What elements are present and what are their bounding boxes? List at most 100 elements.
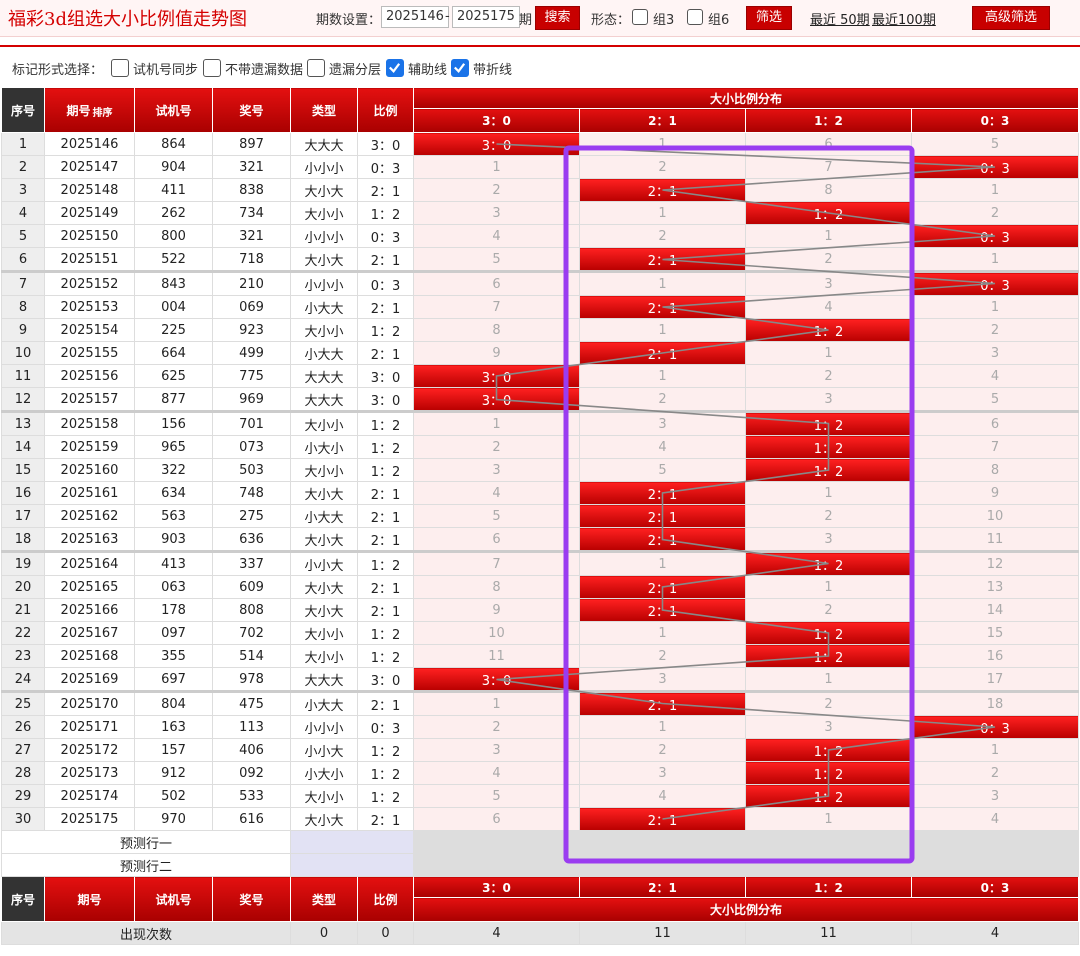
cell: 969	[212, 387, 291, 413]
miss-cell: 5	[910, 387, 1080, 413]
column-header: 期号 排序	[44, 87, 135, 133]
hit-cell: 2：1	[579, 691, 746, 716]
checkbox[interactable]	[111, 59, 129, 77]
cell: 大小小	[290, 784, 358, 808]
cell: 503	[212, 458, 291, 482]
cell: 413	[134, 551, 213, 576]
miss-cell: 11	[413, 644, 580, 668]
cell: 2025146	[44, 132, 135, 156]
miss-cell: 3	[745, 527, 912, 553]
data-row: 9 2025154 225 923 大小小 1：2 8 1 1：2 2	[1, 318, 1080, 342]
cell: 701	[212, 411, 291, 436]
checkbox[interactable]	[386, 59, 404, 77]
cell: 13	[1, 411, 45, 436]
cell: 664	[134, 341, 213, 365]
option-label: 不带遗漏数据	[225, 63, 304, 78]
sort-toggle[interactable]: 排序	[92, 107, 113, 119]
cell: 2025151	[44, 247, 135, 273]
cell: 843	[134, 271, 213, 296]
column-header: 比例	[357, 87, 414, 133]
advanced-button[interactable]: 高级筛选	[972, 6, 1050, 30]
hit-cell: 2：1	[579, 504, 746, 528]
cell: 522	[134, 247, 213, 273]
cell: 小小小	[290, 271, 358, 296]
miss-cell: 7	[910, 435, 1080, 459]
end-input[interactable]: 2025175	[452, 6, 520, 28]
cell: 大小小	[290, 411, 358, 436]
recent-link[interactable]: 最近 50期	[810, 13, 870, 28]
hit-cell: 2：1	[579, 295, 746, 319]
cell: 877	[134, 387, 213, 413]
cell: 897	[212, 132, 291, 156]
miss-cell: 1	[745, 667, 912, 693]
cell: 502	[134, 784, 213, 808]
count-label: 出现次数	[1, 921, 291, 945]
count-cell: 11	[579, 921, 746, 945]
miss-cell: 4	[413, 761, 580, 785]
cell: 1：2	[357, 644, 414, 668]
cell: 大小小	[290, 644, 358, 668]
hit-cell: 0：3	[910, 155, 1080, 179]
cell: 163	[134, 715, 213, 739]
group-header: 大小比例分布	[412, 897, 1080, 922]
ratio-header: 3：0	[413, 876, 580, 898]
marking-label: 标记形式选择：	[12, 63, 104, 78]
start-input[interactable]: 2025146	[381, 6, 449, 28]
cell: 大小大	[290, 527, 358, 553]
miss-cell: 2	[910, 761, 1080, 785]
count-cell: 0	[290, 921, 358, 945]
checkbox[interactable]	[203, 59, 221, 77]
cell: 8	[1, 295, 45, 319]
miss-cell: 4	[413, 481, 580, 505]
cell: 748	[212, 481, 291, 505]
miss-cell: 11	[910, 527, 1080, 553]
checkbox[interactable]	[687, 9, 703, 25]
hit-cell: 1：2	[745, 435, 912, 459]
checkbox[interactable]	[632, 9, 648, 25]
data-row: 29 2025174 502 533 大小小 1：2 5 4 1：2 3	[1, 784, 1080, 808]
cell: 23	[1, 644, 45, 668]
cell: 092	[212, 761, 291, 785]
cell: 903	[134, 527, 213, 553]
cell: 178	[134, 598, 213, 622]
cell: 2025166	[44, 598, 135, 622]
cell: 322	[134, 458, 213, 482]
cell: 321	[212, 155, 291, 179]
miss-cell: 16	[910, 644, 1080, 668]
miss-cell: 10	[413, 621, 580, 645]
cell: 2：1	[357, 247, 414, 273]
miss-cell: 3	[579, 667, 746, 693]
cell: 大大大	[290, 387, 358, 413]
recent-link[interactable]: 最近100期	[872, 13, 936, 28]
miss-cell: 5	[413, 504, 580, 528]
data-row: 26 2025171 163 113 小小小 0：3 2 1 3 0：3	[1, 715, 1080, 739]
cell: 2025168	[44, 644, 135, 668]
group-header: 大小比例分布	[412, 87, 1080, 109]
trend-table: 序号 期号 排序 试机号 奖号 类型 比例 大小比例分布 3：0 2：1 1：2 0：3 1 202514…	[1, 87, 1080, 945]
checkbox[interactable]	[451, 59, 469, 77]
count-cell: 4	[413, 921, 580, 945]
option-label: 带折线	[473, 63, 513, 78]
cell: 800	[134, 224, 213, 248]
miss-cell: 18	[910, 691, 1080, 716]
miss-cell: 3	[910, 784, 1080, 808]
option-label: 试机号同步	[133, 63, 199, 78]
cell: 大小大	[290, 247, 358, 273]
hit-cell: 2：1	[579, 598, 746, 622]
cell: 1：2	[357, 318, 414, 342]
cell: 609	[212, 575, 291, 599]
filter-button[interactable]: 筛选	[746, 6, 792, 30]
period-label: 期数设置：	[316, 13, 382, 28]
search-button[interactable]: 搜索	[535, 6, 580, 30]
miss-cell: 1	[579, 364, 746, 388]
cell: 大小小	[290, 318, 358, 342]
cell: 0：3	[357, 715, 414, 739]
cell: 26	[1, 715, 45, 739]
hit-cell: 1：2	[745, 738, 912, 762]
miss-cell: 7	[745, 155, 912, 179]
checkbox[interactable]	[307, 59, 325, 77]
hit-cell: 2：1	[579, 481, 746, 505]
cell: 2025164	[44, 551, 135, 576]
cell: 2025156	[44, 364, 135, 388]
count-cell: 0	[357, 921, 414, 945]
